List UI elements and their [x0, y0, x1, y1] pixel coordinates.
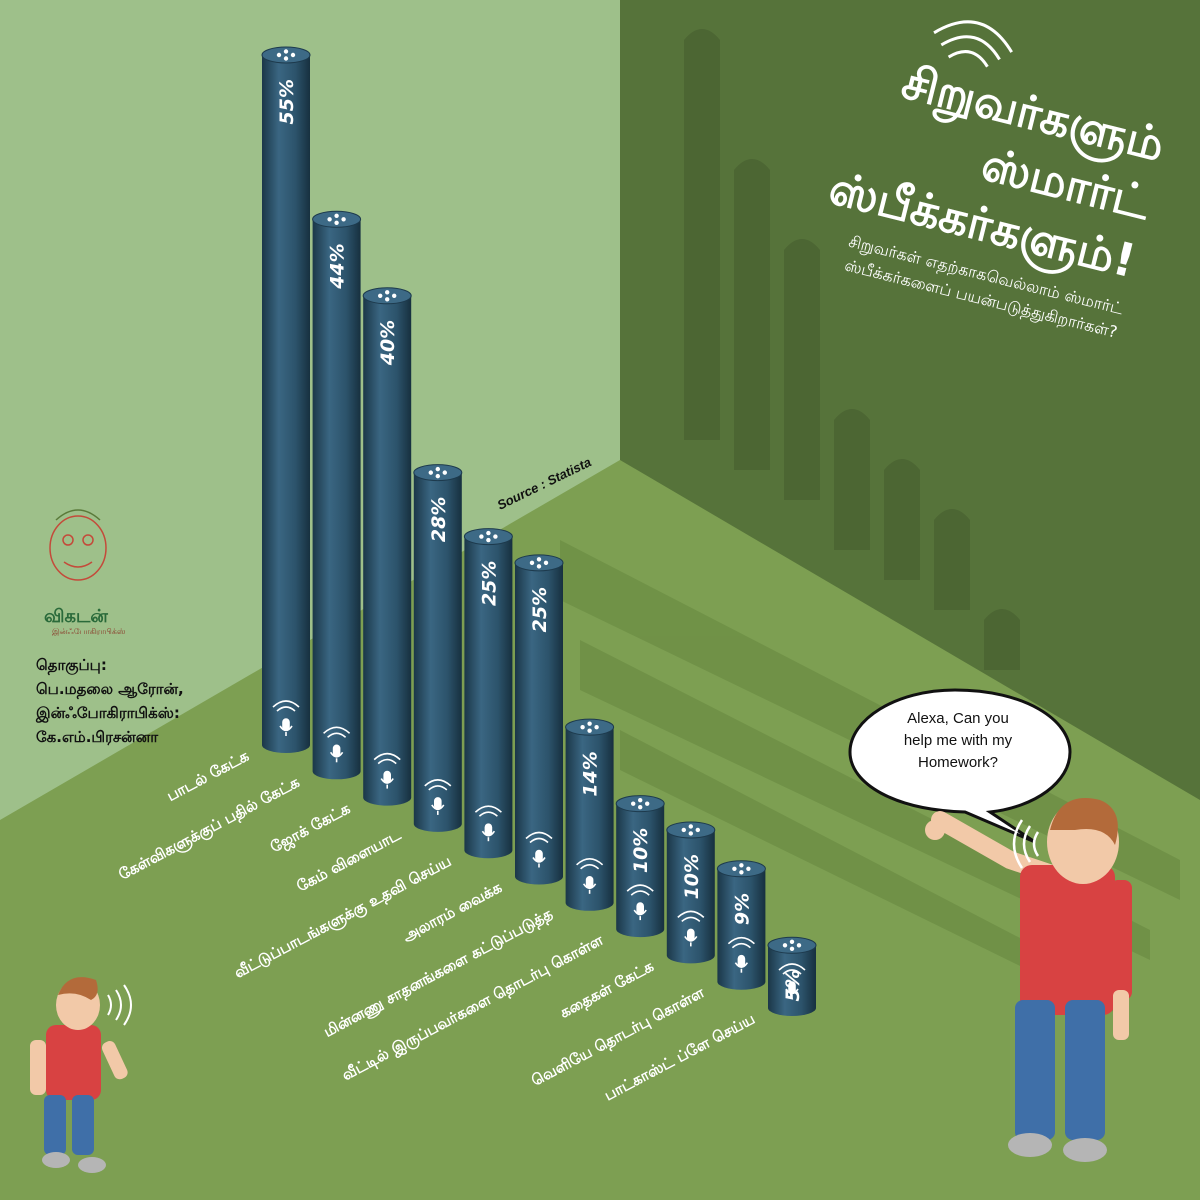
- speech-bubble: Alexa, Can you help me with my Homework?: [848, 688, 1072, 844]
- speaker-top-icon: [479, 530, 498, 543]
- microphone-icon: [525, 831, 553, 868]
- credit-line-3: இன்ஃபோகிராபிக்ஸ்:: [35, 704, 180, 723]
- bar-top-0: [261, 46, 311, 64]
- logo-sub: இன்ஃபோகிராபிக்ஸ்: [52, 627, 126, 637]
- bar-top-7: [615, 795, 665, 813]
- bar-top-9: [716, 860, 766, 878]
- bar-body-8: [666, 829, 715, 964]
- bar-8: 10%: [666, 821, 716, 964]
- speaker-top-icon: [681, 824, 700, 836]
- value-label-1: 44%: [327, 243, 349, 289]
- microphone-icon: [424, 779, 452, 815]
- bar-3: 28%: [413, 464, 463, 832]
- bar-10: 5%: [767, 936, 817, 1016]
- value-label-2: 40%: [377, 320, 399, 366]
- bar-7: 10%: [615, 795, 665, 938]
- speaker-top-icon: [378, 290, 397, 302]
- speaker-top-icon: [529, 557, 549, 569]
- microphone-icon: [677, 910, 705, 947]
- bar-chart: 55% 44% 40% 28% 25% 25% 14% 10% 10% 9% 5%: [261, 46, 817, 1016]
- bar-0: 55%: [261, 46, 311, 753]
- vikatan-logo: விகடன் இன்ஃபோகிராபிக்ஸ்: [44, 509, 126, 637]
- bar-top-2: [362, 287, 412, 305]
- microphone-icon: [373, 752, 401, 789]
- bar-9: 9%: [716, 860, 766, 990]
- value-label-0: 55%: [276, 79, 298, 124]
- mascot-icon: [49, 509, 107, 581]
- bar-top-6: [565, 718, 615, 736]
- microphone-icon: [323, 726, 351, 763]
- bar-6: 14%: [565, 718, 615, 911]
- value-label-3: 28%: [428, 497, 450, 542]
- credits: தொகுப்பு: பெ.மதலை ஆரோன், இன்ஃபோகிராபிக்ஸ…: [35, 656, 184, 746]
- bar-body-5: [515, 562, 563, 885]
- speaker-top-icon: [580, 721, 599, 733]
- boy-figure-left: [30, 977, 132, 1173]
- speaker-top-icon: [631, 797, 650, 810]
- credit-line-2: பெ.மதலை ஆரோன்,: [36, 680, 184, 699]
- bar-body-9: [717, 868, 766, 990]
- microphone-icon: [474, 805, 502, 842]
- bubble-line-3: Homework?: [918, 754, 998, 771]
- bar-top-8: [666, 821, 716, 839]
- microphone-icon: [778, 963, 806, 999]
- bar-body-1: [312, 219, 361, 780]
- bar-top-5: [514, 554, 564, 572]
- microphone-icon: [626, 884, 654, 921]
- bubble-line-2: help me with my: [904, 732, 1013, 749]
- value-label-5: 25%: [529, 587, 551, 632]
- credit-line-1: தொகுப்பு:: [36, 656, 107, 675]
- bar-top-4: [463, 528, 513, 546]
- bubble-line-1: Alexa, Can you: [907, 710, 1009, 727]
- speaker-top-icon: [327, 213, 346, 225]
- speaker-top-icon: [276, 49, 296, 61]
- speaker-top-icon: [782, 939, 802, 951]
- bar-top-3: [413, 464, 463, 482]
- microphone-icon: [576, 858, 604, 894]
- bar-body-0: [262, 55, 310, 753]
- credit-line-4: கே.எம்.பிரசன்னா: [36, 728, 159, 746]
- wifi-icon: [933, 20, 1013, 68]
- boy-figure-right: [925, 798, 1132, 1162]
- value-label-10: 5%: [782, 969, 804, 1001]
- speaker-top-icon: [428, 466, 447, 479]
- bar-1: 44%: [312, 210, 362, 780]
- sound-wave-icon: [107, 984, 132, 1026]
- microphone-icon: [727, 936, 755, 973]
- bar-top-1: [312, 210, 362, 228]
- bar-body-2: [363, 295, 412, 806]
- wall-arches: [684, 29, 1020, 670]
- logo-name: விகடன்: [44, 606, 108, 627]
- value-label-9: 9%: [731, 893, 753, 925]
- value-label-4: 25%: [478, 561, 500, 606]
- speaker-top-icon: [732, 863, 751, 875]
- value-label-8: 10%: [681, 854, 703, 899]
- value-label-7: 10%: [630, 828, 652, 873]
- bar-body-3: [413, 472, 462, 832]
- bar-2: 40%: [362, 287, 412, 806]
- microphone-icon: [272, 700, 300, 736]
- bar-body-4: [464, 536, 513, 859]
- bar-5: 25%: [514, 554, 564, 885]
- bar-body-7: [616, 803, 665, 938]
- bar-body-10: [768, 945, 816, 1016]
- sound-wave-icon: [1012, 819, 1040, 869]
- value-label-6: 14%: [580, 751, 602, 796]
- bar-top-10: [767, 936, 817, 954]
- bar-4: 25%: [463, 528, 513, 859]
